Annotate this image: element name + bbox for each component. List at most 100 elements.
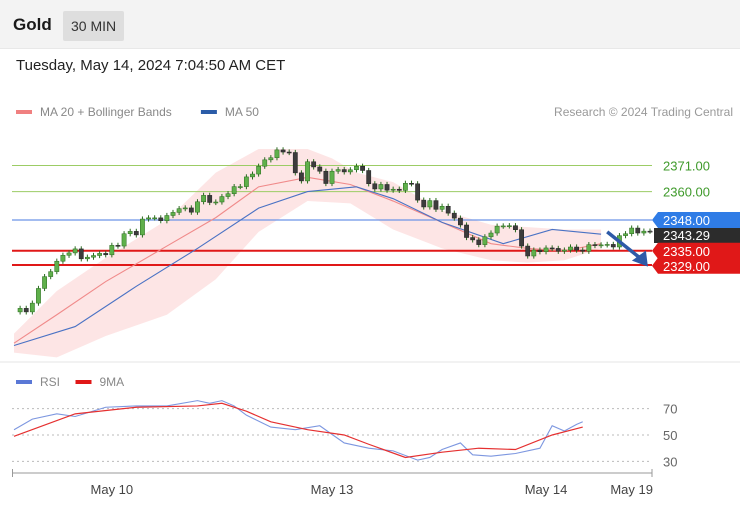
- candle: [525, 243, 531, 259]
- candle: [195, 199, 200, 215]
- candle-body: [519, 229, 524, 247]
- candle-body: [133, 231, 139, 236]
- candle-body: [237, 186, 243, 188]
- candle: [127, 228, 133, 237]
- timeframe-selector[interactable]: 30 MIN: [63, 11, 125, 41]
- candle-body: [188, 207, 194, 213]
- candle-body: [292, 152, 298, 174]
- candle: [133, 228, 139, 238]
- rsi-line: [13, 400, 583, 461]
- candle-body: [152, 217, 158, 220]
- candle-body: [470, 237, 476, 241]
- candle: [23, 305, 29, 315]
- candle: [372, 181, 378, 192]
- candle: [201, 192, 206, 205]
- candle-body: [36, 288, 41, 304]
- candle: [213, 199, 219, 206]
- candle: [580, 247, 586, 254]
- chart-credit: Research © 2024 Trading Central: [554, 105, 733, 119]
- candle-body: [427, 200, 433, 208]
- candle: [280, 147, 286, 155]
- bollinger-band: [14, 148, 602, 358]
- candle-body: [60, 255, 66, 262]
- candle: [158, 215, 164, 224]
- candle: [341, 166, 347, 175]
- candle-body: [299, 172, 304, 182]
- rsi-level-label: 50: [663, 428, 677, 443]
- candle: [494, 223, 500, 236]
- candle: [60, 252, 66, 264]
- candle: [329, 168, 335, 187]
- candle-body: [262, 159, 268, 167]
- candle: [384, 181, 390, 193]
- candle: [54, 258, 60, 275]
- candle: [152, 215, 158, 221]
- candle-body: [311, 161, 317, 168]
- candle-body: [109, 245, 115, 256]
- candle-body: [207, 195, 213, 203]
- level-badge-support: [652, 257, 740, 274]
- candle: [121, 231, 127, 249]
- candle: [17, 305, 23, 315]
- candle-body: [494, 225, 500, 234]
- candle-body: [598, 244, 604, 247]
- candle-body: [121, 233, 127, 247]
- candle-body: [402, 183, 408, 191]
- candle: [207, 192, 213, 206]
- candle-body: [84, 256, 90, 260]
- candle-body: [476, 239, 482, 245]
- legend-label-0: MA 20 + Bollinger Bands: [40, 105, 172, 119]
- candle-body: [72, 248, 78, 254]
- candle: [311, 159, 317, 170]
- candle-body: [506, 225, 512, 227]
- candle-body: [445, 206, 451, 214]
- candle: [97, 250, 103, 259]
- candle-body: [97, 253, 103, 256]
- candle-body: [256, 165, 262, 175]
- candle-body: [482, 236, 488, 245]
- candle: [48, 269, 54, 280]
- candle: [182, 205, 188, 212]
- chart-header: Gold 30 MIN: [0, 0, 740, 49]
- candle: [549, 245, 555, 252]
- candle: [72, 246, 78, 256]
- candle-body: [42, 276, 47, 289]
- candle: [451, 210, 457, 221]
- candle: [427, 197, 433, 210]
- candle-body: [360, 165, 365, 171]
- candle-body: [592, 244, 598, 246]
- candle: [610, 241, 616, 250]
- candle-body: [586, 244, 592, 252]
- rsi-legend-label-0: RSI: [40, 375, 60, 389]
- candle-body: [458, 217, 463, 226]
- candle: [409, 180, 414, 187]
- candle: [188, 205, 194, 215]
- candle-body: [549, 247, 555, 250]
- candle: [598, 242, 604, 249]
- legend-label-1: MA 50: [225, 105, 259, 119]
- candle: [641, 228, 647, 236]
- candle: [378, 181, 384, 192]
- candle: [66, 250, 72, 258]
- candle-body: [372, 183, 378, 190]
- candle: [592, 242, 598, 249]
- candle-body: [115, 245, 121, 247]
- candle: [476, 237, 482, 248]
- rsi-legend-swatch-1: [75, 380, 92, 384]
- chart-datetime: Tuesday, May 14, 2024 7:04:50 AM CET: [16, 57, 286, 74]
- candle: [115, 242, 121, 249]
- candle: [225, 191, 231, 200]
- candle-body: [415, 183, 421, 201]
- candle-body: [29, 302, 35, 313]
- candle-body: [268, 157, 274, 161]
- candle: [109, 242, 115, 258]
- candle: [140, 216, 145, 238]
- candle-body: [225, 193, 231, 197]
- level-label-support: 2329.00: [663, 259, 710, 274]
- candle: [396, 186, 402, 193]
- candle: [402, 180, 408, 193]
- candle: [458, 215, 463, 228]
- candle: [537, 247, 543, 255]
- x-tick-label: May 14: [525, 482, 568, 497]
